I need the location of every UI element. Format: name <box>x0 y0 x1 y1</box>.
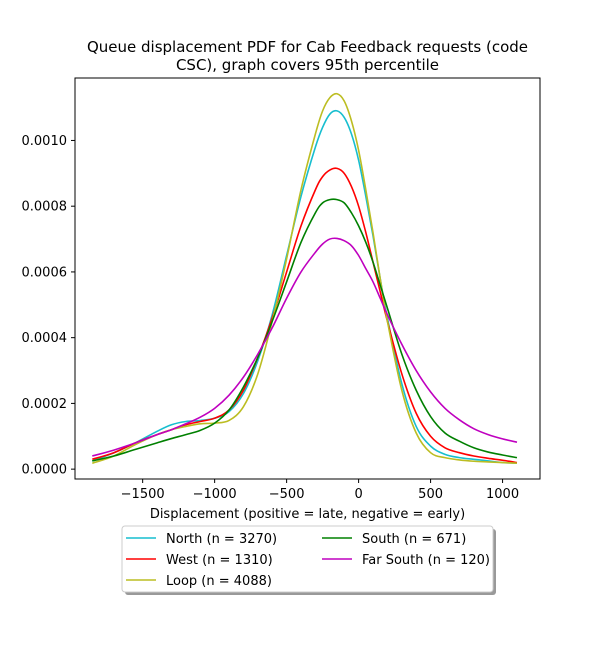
y-tick-label: 0.0002 <box>22 397 68 412</box>
legend-label: South (n = 671) <box>362 532 466 547</box>
y-tick-label: 0.0008 <box>22 200 68 215</box>
x-tick-label: −500 <box>269 487 305 502</box>
y-tick-label: 0.0010 <box>22 134 68 149</box>
legend-box <box>121 525 494 593</box>
legend-label: Far South (n = 120) <box>362 553 490 568</box>
chart-title-line-2: CSC), graph covers 95th percentile <box>176 56 439 74</box>
x-tick-label: −1000 <box>193 487 237 502</box>
legend-label: Loop (n = 4088) <box>166 574 272 589</box>
x-tick-label: 500 <box>418 487 443 502</box>
y-tick-label: 0.0006 <box>22 265 68 280</box>
legend-label: North (n = 3270) <box>166 532 277 547</box>
chart-title-line-1: Queue displacement PDF for Cab Feedback … <box>87 38 528 56</box>
plot-area <box>91 92 518 465</box>
x-axis-label: Displacement (positive = late, negative … <box>150 507 465 522</box>
series-line-1 <box>92 167 518 464</box>
y-tick-label: 0.0004 <box>22 331 68 346</box>
x-tick-label: 1000 <box>486 487 519 502</box>
series-line-0 <box>91 109 518 465</box>
y-axis: 0.0000 0.0002 0.0004 0.0006 0.0008 0.0010 <box>22 134 75 478</box>
x-tick-label: 0 <box>354 487 362 502</box>
series-line-4 <box>92 237 518 457</box>
y-tick-label: 0.0000 <box>22 463 68 478</box>
x-axis: −1500 −1000 −500 0 500 1000 <box>121 479 519 502</box>
series-line-3 <box>92 198 518 462</box>
x-tick-label: −1500 <box>121 487 165 502</box>
legend-label: West (n = 1310) <box>166 553 273 568</box>
plot-frame <box>74 77 541 480</box>
legend: North (n = 3270) West (n = 1310) Loop (n =… <box>121 525 496 595</box>
series-line-2 <box>92 92 518 465</box>
